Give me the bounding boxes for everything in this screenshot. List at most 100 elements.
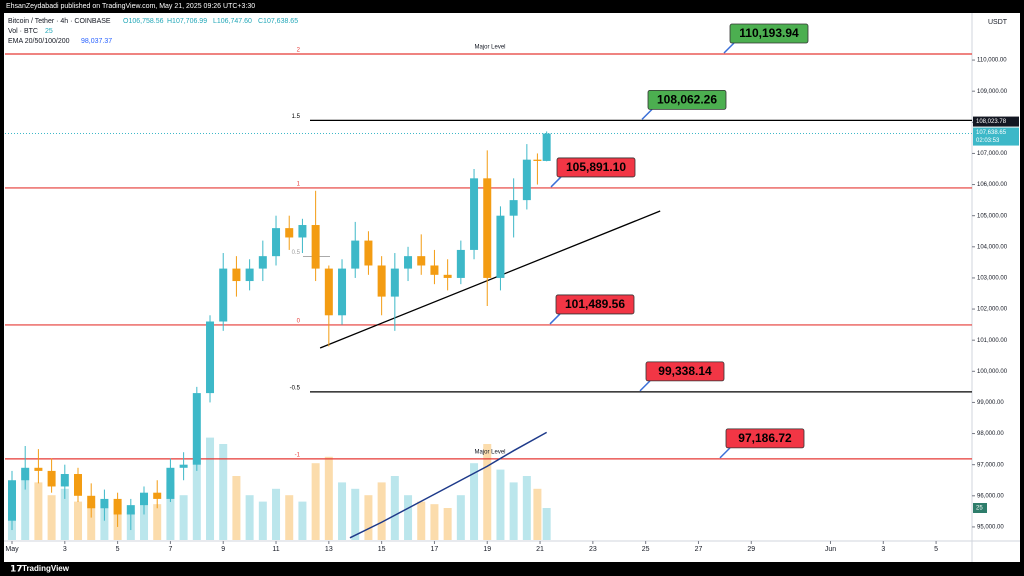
callout-pointer bbox=[639, 380, 651, 392]
volume-bar bbox=[166, 482, 175, 540]
y-tick-label: 99,000.00 bbox=[977, 400, 1004, 406]
candle-body bbox=[404, 256, 413, 269]
volume-legend-value: 25 bbox=[45, 28, 53, 35]
volume-bar bbox=[206, 437, 215, 540]
chart-area bbox=[4, 13, 1020, 562]
x-tick-label: 3 bbox=[63, 546, 67, 553]
candle-body bbox=[364, 240, 373, 266]
volume-bar bbox=[258, 501, 267, 540]
plot bbox=[5, 53, 972, 540]
candle-body bbox=[542, 133, 551, 161]
price-badge bbox=[973, 116, 1019, 127]
callout-box bbox=[729, 23, 809, 44]
candle-body bbox=[456, 249, 465, 278]
x-tick-label: 3 bbox=[881, 546, 885, 553]
candle-body bbox=[153, 492, 162, 499]
last-price-label: 107,638.65 bbox=[976, 130, 1007, 136]
callout-box bbox=[725, 428, 805, 449]
y-tick-label: 100,000.00 bbox=[977, 369, 1008, 375]
candle-body bbox=[483, 178, 492, 278]
x-tick-label: 13 bbox=[325, 546, 333, 553]
callout-pointer bbox=[550, 176, 562, 188]
candle-body bbox=[179, 464, 188, 468]
candle-body bbox=[496, 215, 505, 278]
volume-bar bbox=[456, 495, 465, 540]
volume-bar bbox=[377, 482, 386, 540]
x-tick-label: 15 bbox=[378, 546, 386, 553]
countdown: 02:03:53 bbox=[976, 138, 1000, 144]
candle-body bbox=[232, 268, 241, 282]
volume-bar bbox=[324, 456, 333, 540]
candle-body bbox=[7, 480, 16, 521]
level-fib-label: 1.5 bbox=[292, 114, 301, 120]
x-tick-label: 17 bbox=[431, 546, 439, 553]
volume-bar bbox=[430, 504, 439, 540]
price-badge-label: 108,023.78 bbox=[976, 119, 1007, 125]
x-tick-label: 5 bbox=[934, 546, 938, 553]
y-tick-label: 101,000.00 bbox=[977, 338, 1008, 344]
volume-bar bbox=[483, 444, 492, 540]
candle-body bbox=[533, 159, 542, 161]
ema-legend: EMA 20/50/100/200 bbox=[8, 38, 70, 45]
x-tick-label: 27 bbox=[695, 546, 703, 553]
candle-body bbox=[34, 467, 43, 471]
candle-body bbox=[74, 474, 83, 496]
ema-legend-value: 98,037.37 bbox=[81, 38, 112, 45]
x-tick-label: 11 bbox=[272, 546, 279, 553]
last-price-badge bbox=[973, 127, 1019, 146]
footer-bar bbox=[0, 562, 1024, 576]
candle-body bbox=[470, 178, 479, 250]
volume-bar bbox=[443, 508, 452, 540]
y-tick-label: 98,000.00 bbox=[977, 431, 1004, 437]
callout-label: 101,489.56 bbox=[565, 297, 625, 311]
ohlc-close: C107,638.65 bbox=[258, 18, 298, 25]
y-tick-label: 95,000.00 bbox=[977, 525, 1004, 531]
level-fib-label: 1 bbox=[297, 182, 301, 188]
trendline bbox=[319, 210, 661, 349]
callout-label: 99,338.14 bbox=[658, 364, 712, 378]
candle-body bbox=[443, 274, 452, 278]
volume-bar bbox=[74, 501, 83, 540]
callout-pointer bbox=[723, 42, 735, 54]
candle-body bbox=[206, 321, 215, 394]
volume-bar bbox=[522, 476, 531, 540]
callout-box bbox=[645, 361, 725, 382]
volume-bar bbox=[311, 463, 320, 540]
volume-bar bbox=[100, 508, 109, 540]
x-tick-label: 21 bbox=[536, 546, 544, 553]
candle-body bbox=[100, 498, 109, 509]
volume-bar bbox=[470, 463, 479, 540]
x-tick-label: 23 bbox=[589, 546, 597, 553]
y-tick-label: 106,000.00 bbox=[977, 182, 1008, 188]
volume-bar bbox=[351, 488, 360, 540]
volume-bar bbox=[153, 504, 162, 540]
callout-pointer bbox=[549, 313, 561, 325]
candle-body bbox=[192, 393, 201, 465]
callout-label: 97,186.72 bbox=[738, 431, 792, 445]
level-note: Major Level bbox=[474, 449, 505, 455]
volume-bar bbox=[219, 444, 228, 540]
volume-bar bbox=[364, 495, 373, 540]
candle-body bbox=[87, 495, 96, 509]
candle-body bbox=[272, 228, 281, 257]
volume-bar bbox=[21, 469, 30, 540]
callout-box bbox=[556, 157, 636, 178]
candle-body bbox=[126, 505, 135, 515]
volume-bar bbox=[417, 501, 426, 540]
y-tick-label: 96,000.00 bbox=[977, 493, 1004, 499]
ohlc-open: O106,758.56 bbox=[123, 18, 164, 25]
candle-body bbox=[377, 265, 386, 297]
candle-body bbox=[390, 268, 399, 297]
x-tick-label: 5 bbox=[116, 546, 120, 553]
volume-legend: Vol · BTC bbox=[8, 28, 38, 35]
ohlc-low: L106,747.60 bbox=[213, 18, 252, 25]
y-tick-label: 102,000.00 bbox=[977, 307, 1008, 313]
volume-bar bbox=[404, 495, 413, 540]
volume-badge-label: 25 bbox=[976, 506, 983, 512]
volume-bar bbox=[533, 488, 542, 540]
level-note: Major Level bbox=[474, 45, 505, 51]
candle-body bbox=[21, 467, 30, 481]
volume-bar bbox=[232, 476, 241, 540]
x-tick-label: Jun bbox=[825, 546, 836, 553]
currency: USDT bbox=[988, 19, 1008, 26]
